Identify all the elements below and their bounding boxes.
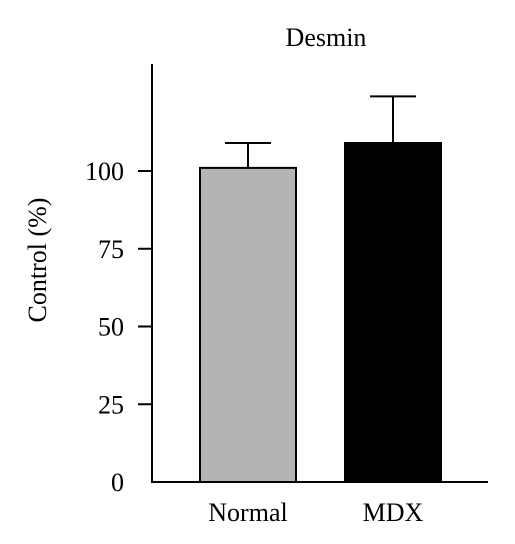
- x-tick-label-mdx: MDX: [363, 498, 424, 527]
- y-tick-label-100: 100: [85, 157, 124, 186]
- chart-title: Desmin: [286, 23, 367, 52]
- y-tick-label-50: 50: [98, 313, 124, 342]
- bar-mdx: [344, 142, 442, 483]
- axes-layer: Normal MDX 0 25 50 75 100: [85, 64, 488, 527]
- y-axis-label: Control (%): [23, 198, 52, 323]
- y-tick-label-25: 25: [98, 390, 124, 419]
- x-tick-label-normal: Normal: [208, 498, 287, 527]
- y-tick-label-0: 0: [111, 468, 124, 497]
- bar-normal: [199, 166, 297, 483]
- bars-layer: [199, 95, 442, 483]
- y-tick-label-75: 75: [98, 235, 124, 264]
